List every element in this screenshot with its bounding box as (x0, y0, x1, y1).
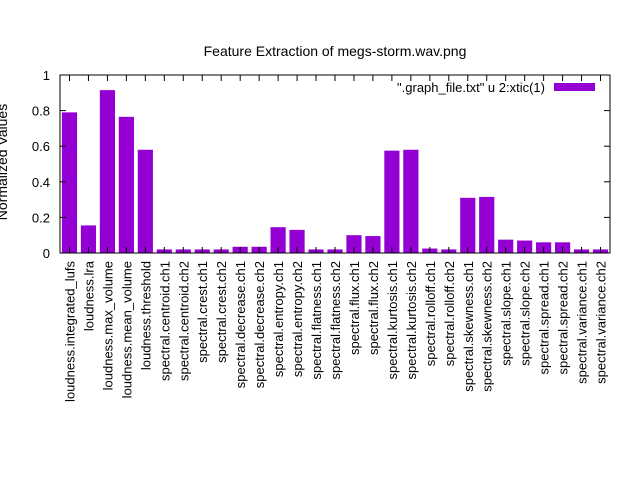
x-tick-label: spectral.flux.ch2 (366, 261, 381, 355)
y-tick-label: 1 (43, 68, 50, 83)
bar (99, 90, 115, 253)
x-tick-label: loudness.max_volume (100, 261, 115, 390)
x-tick-label: spectral.slope.ch1 (499, 261, 514, 366)
bar (80, 225, 97, 253)
x-tick-label: spectral.decrease.ch1 (233, 261, 248, 388)
x-tick-label: spectral.variance.ch1 (575, 261, 590, 384)
bar (137, 149, 153, 253)
x-tick-label: loudness.integrated_lufs (62, 261, 77, 402)
x-tick-label: spectral.decrease.ch2 (252, 261, 267, 388)
x-tick-label: spectral.rolloff.ch1 (423, 261, 438, 366)
x-tick-label: spectral.crest.ch2 (214, 261, 229, 363)
y-axis-label: Normalized Values (0, 104, 10, 220)
x-tick-label: spectral.flatness.ch1 (309, 261, 324, 380)
axis-ticks-group: loudness.integrated_lufs loudness.lra loud… (32, 68, 610, 402)
bar (270, 227, 286, 253)
bar (498, 239, 514, 253)
bar (346, 235, 362, 253)
x-tick-label: loudness.mean_volume (119, 261, 134, 398)
bars-group (61, 90, 609, 253)
x-tick-label: loudness.threshold (138, 261, 153, 370)
chart-title: Feature Extraction of megs-storm.wav.png (204, 43, 467, 59)
bar (61, 112, 78, 253)
x-tick-label: spectral.crest.ch1 (195, 261, 210, 363)
legend-label: ".graph_file.txt" u 2:xtic(1) (397, 80, 545, 95)
y-tick-label: 0 (43, 246, 50, 261)
y-tick-label: 0.2 (32, 210, 50, 225)
x-tick-label: spectral.kurtosis.ch1 (385, 261, 400, 380)
y-tick-label: 0.8 (32, 104, 50, 119)
bar (365, 236, 381, 253)
y-tick-label: 0.6 (32, 139, 50, 154)
x-tick-label: spectral.skewness.ch2 (480, 261, 495, 392)
x-tick-label: spectral.entropy.ch1 (271, 261, 286, 377)
x-tick-label: spectral.flux.ch1 (347, 261, 362, 355)
x-tick-label: spectral.skewness.ch1 (461, 261, 476, 392)
bar (479, 196, 495, 253)
x-tick-label: spectral.variance.ch2 (594, 261, 609, 384)
x-tick-label: spectral.entropy.ch2 (290, 261, 305, 377)
x-tick-label: spectral.rolloff.ch2 (442, 261, 457, 366)
x-tick-label: spectral.spread.ch1 (537, 261, 552, 374)
bar (384, 150, 400, 253)
x-tick-label: spectral.spread.ch2 (556, 261, 571, 374)
x-tick-label: spectral.kurtosis.ch2 (404, 261, 419, 380)
bar (403, 149, 419, 253)
bar (118, 116, 134, 253)
x-tick-label: spectral.flatness.ch2 (328, 261, 343, 380)
plot-frame (59, 74, 611, 254)
legend: ".graph_file.txt" u 2:xtic(1) (397, 80, 595, 95)
x-tick-label: spectral.centroid.ch2 (176, 261, 191, 381)
x-tick-label: spectral.centroid.ch1 (157, 261, 172, 381)
bar (289, 229, 305, 253)
bar (460, 197, 476, 253)
x-tick-label: loudness.lra (81, 260, 96, 331)
bar (517, 240, 533, 253)
x-tick-label: spectral.slope.ch2 (518, 261, 533, 366)
legend-swatch (554, 83, 595, 91)
y-tick-label: 0.4 (32, 175, 50, 190)
